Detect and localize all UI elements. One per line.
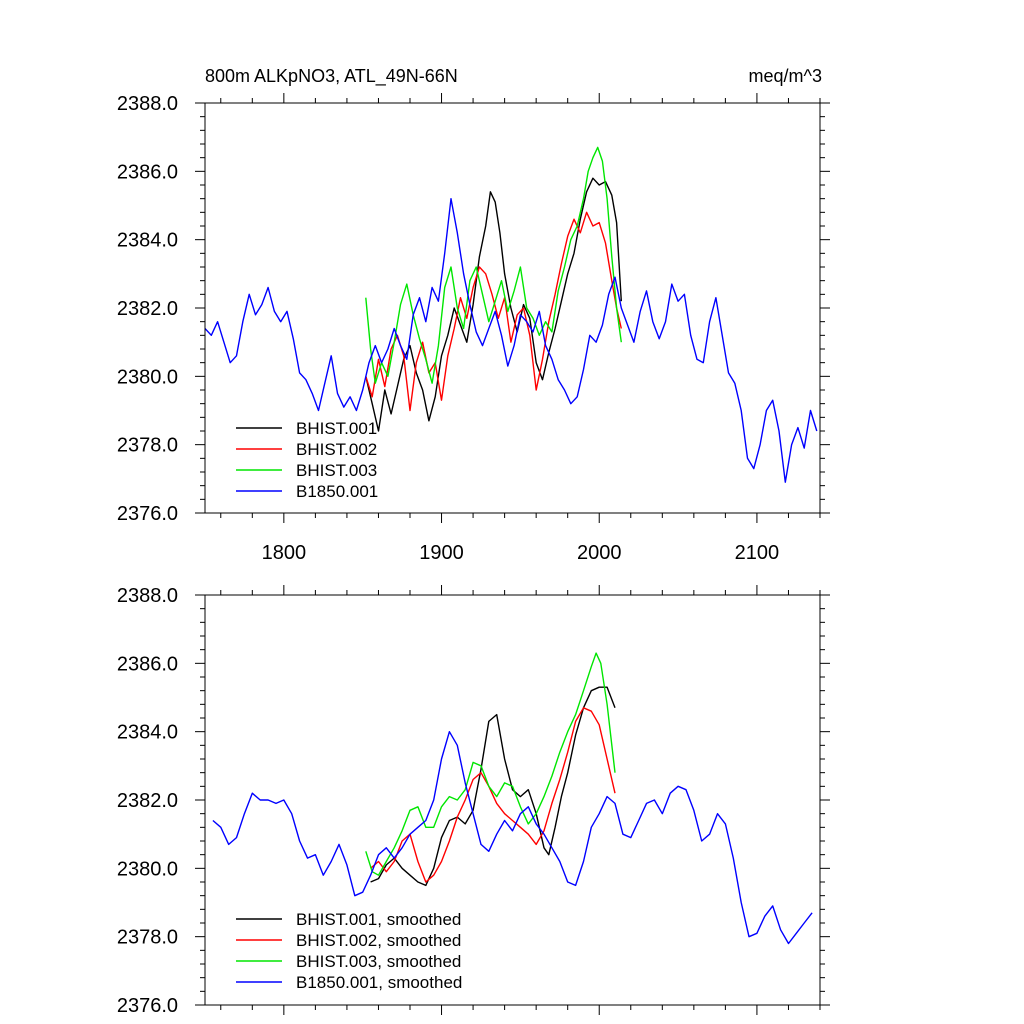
chart-title: 800m ALKpNO3, ATL_49N-66N: [205, 66, 458, 87]
series-line-bhist-003-smoothed: [365, 652, 616, 876]
legend-label: BHIST.002: [296, 440, 377, 459]
series-line-bhist-002: [365, 211, 622, 412]
legend-label: BHIST.003, smoothed: [296, 952, 461, 971]
legend: BHIST.001, smoothed BHIST.002, smoothed BH…: [236, 910, 462, 992]
x-tick-label: 1800: [262, 542, 307, 564]
top-panel: 800m ALKpNO3, ATL_49N-66N meq/m^3 2376.0…: [117, 66, 830, 564]
y-tick-label: 2382.0: [117, 790, 178, 812]
y-tick-label: 2382.0: [117, 298, 178, 320]
legend-label: BHIST.002, smoothed: [296, 931, 461, 950]
x-tick-label: 2100: [735, 542, 780, 564]
series-line-b1850-001: [205, 198, 818, 483]
y-tick-label: 2380.0: [117, 366, 178, 388]
legend-label: BHIST.001, smoothed: [296, 910, 461, 929]
legend-label: B1850.001, smoothed: [296, 973, 462, 992]
y-tick-label: 2386.0: [117, 161, 178, 183]
x-tick-label: 1900: [419, 542, 464, 564]
series-line-bhist-001-smoothed: [370, 686, 616, 887]
y-tick-label: 2386.0: [117, 653, 178, 675]
legend: BHIST.001 BHIST.002 BHIST.003 B1850.001: [236, 419, 378, 501]
y-tick-label: 2388.0: [117, 585, 178, 607]
series-line-bhist-001: [365, 177, 622, 432]
y-tick-label: 2380.0: [117, 858, 178, 880]
y-tick-label: 2384.0: [117, 230, 178, 252]
y-tick-label: 2376.0: [117, 503, 178, 525]
y-tick-label: 2388.0: [117, 93, 178, 115]
plot-area: [212, 652, 813, 945]
legend-label: BHIST.003: [296, 461, 377, 480]
legend-label: B1850.001: [296, 482, 378, 501]
y-tick-label: 2378.0: [117, 927, 178, 949]
bottom-panel: 2376.0 2378.0 2380.0 2382.0 2384.0 2386.0 2388…: [117, 585, 830, 1017]
plot-area: [205, 146, 818, 483]
series-line-bhist-003: [365, 146, 622, 384]
legend-label: BHIST.001: [296, 419, 377, 438]
y-tick-label: 2376.0: [117, 995, 178, 1017]
x-tick-label: 2000: [577, 542, 622, 564]
y-tick-label: 2384.0: [117, 722, 178, 744]
series-line-bhist-002-smoothed: [370, 707, 616, 883]
units-label: meq/m^3: [749, 66, 822, 86]
series-line-b1850-001-smoothed: [212, 731, 813, 945]
y-tick-label: 2378.0: [117, 435, 178, 457]
